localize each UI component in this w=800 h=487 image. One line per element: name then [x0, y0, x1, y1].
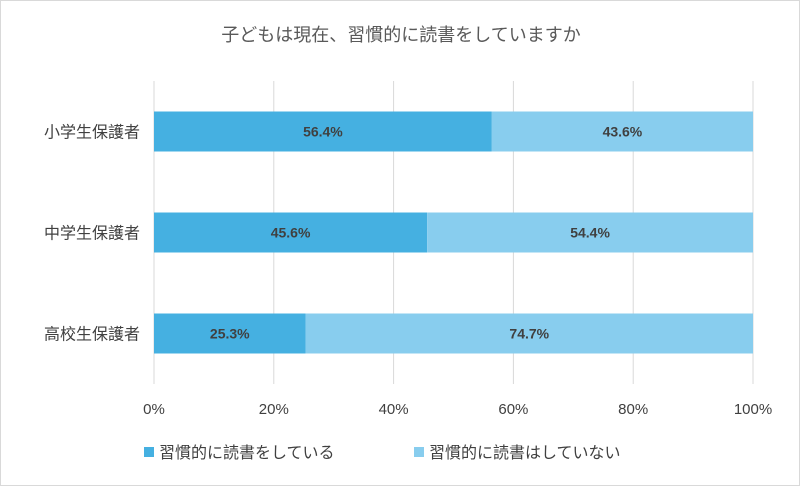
x-axis-ticks: 0% 20% 40% 60% 80% 100%	[143, 401, 772, 418]
data-label: 54.4%	[570, 225, 610, 241]
legend: 習慣的に読書をしている 習慣的に読書はしていない	[144, 443, 621, 462]
legend-label: 習慣的に読書はしていない	[429, 443, 621, 462]
data-label: 43.6%	[603, 124, 643, 140]
bar-segment	[154, 111, 492, 152]
data-label: 25.3%	[210, 326, 250, 342]
category-label: 小学生保護者	[44, 123, 140, 142]
data-label: 56.4%	[303, 124, 343, 140]
bar-segment	[154, 313, 306, 354]
bars	[154, 111, 753, 354]
x-tick-label: 80%	[618, 401, 648, 418]
category-label: 中学生保護者	[44, 224, 140, 243]
data-label: 74.7%	[509, 326, 549, 342]
legend-label: 習慣的に読書をしている	[159, 443, 335, 462]
x-tick-label: 20%	[259, 401, 289, 418]
bar-segment	[491, 111, 753, 152]
data-label: 45.6%	[271, 225, 311, 241]
bar-segment	[154, 212, 428, 253]
x-tick-label: 100%	[734, 401, 772, 418]
category-label: 高校生保護者	[44, 325, 140, 344]
chart-title: 子どもは現在、習慣的に読書をしていますか	[221, 25, 580, 46]
bar-segment	[427, 212, 753, 253]
x-tick-label: 40%	[379, 401, 409, 418]
legend-swatch	[414, 447, 424, 457]
legend-swatch	[144, 447, 154, 457]
x-tick-label: 60%	[498, 401, 528, 418]
x-tick-label: 0%	[143, 401, 165, 418]
bar-segment	[305, 313, 753, 354]
data-labels: 56.4% 43.6% 45.6% 54.4% 25.3% 74.7%	[210, 124, 643, 342]
